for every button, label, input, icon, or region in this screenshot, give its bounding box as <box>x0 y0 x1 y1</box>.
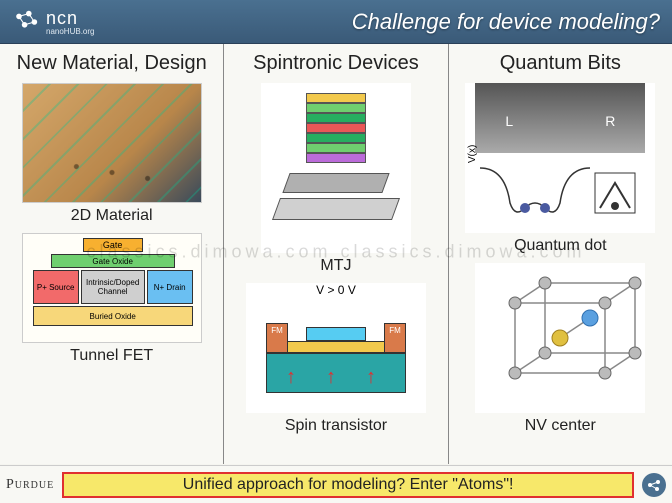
purdue-logo: Purdue <box>6 477 54 493</box>
mtj-layer <box>306 153 366 163</box>
image-tunnel-fet: Gate Gate Oxide P+ Source Intrinsic/Dope… <box>22 233 202 343</box>
slide-header: ncn nanoHUB.org Challenge for device mod… <box>0 0 672 44</box>
mtj-layer <box>306 103 366 113</box>
mtj-substrate <box>272 198 400 220</box>
mtj-layer <box>306 113 366 123</box>
figure-nv-center: NV center <box>475 263 645 435</box>
tfet-source-label: P+ Source <box>33 270 79 304</box>
figure-2d-material: 2D Material <box>22 83 202 225</box>
caption-2d-material: 2D Material <box>71 207 153 225</box>
tfet-drain-label: N+ Drain <box>147 270 193 304</box>
mtj-layer <box>306 123 366 133</box>
footer-banner: Unified approach for modeling? Enter "At… <box>62 472 634 498</box>
image-spin-transistor: V > 0 V FM FM ↑ ↑ ↑ <box>246 283 426 413</box>
column-header: Spintronic Devices <box>253 52 419 75</box>
caption-spin-transistor: Spin transistor <box>285 417 387 435</box>
ncn-logo-icon <box>12 8 40 36</box>
tfet-box-label: Buried Oxide <box>33 306 193 326</box>
column-header: New Material, Design <box>17 52 207 75</box>
spin-gate <box>306 327 366 341</box>
slide-footer: Purdue Unified approach for modeling? En… <box>0 465 672 503</box>
caption-nv-center: NV center <box>525 417 596 435</box>
mtj-layer <box>306 143 366 153</box>
ncn-logo: ncn nanoHUB.org <box>12 8 94 36</box>
column-spintronic: Spintronic Devices MTJ V > 0 V <box>224 44 448 464</box>
logo-text: ncn <box>46 8 94 29</box>
tfet-gate-label: Gate <box>83 238 143 252</box>
image-mtj <box>261 83 411 253</box>
nanohub-icon <box>642 473 666 497</box>
tfet-oxide-label: Gate Oxide <box>51 254 175 268</box>
qdot-y-axis-label: V(x) <box>467 145 478 163</box>
spin-voltage-label: V > 0 V <box>246 283 426 297</box>
image-2d-material <box>22 83 202 203</box>
spin-fm-right: FM <box>384 323 406 353</box>
spin-arrow-icon: ↑ <box>366 366 376 389</box>
spin-channel <box>286 341 386 353</box>
caption-quantum-dot: Quantum dot <box>514 237 607 255</box>
image-quantum-dot: L R V(x) <box>465 83 655 233</box>
image-nv-center <box>475 263 645 413</box>
spin-arrow-icon: ↑ <box>326 366 336 389</box>
mtj-layer <box>306 93 366 103</box>
qdot-sem-image <box>475 83 645 153</box>
column-quantum-bits: Quantum Bits L R V(x) Quantum dot <box>449 44 672 464</box>
mtj-layer-stack <box>306 93 366 163</box>
figure-spin-transistor: V > 0 V FM FM ↑ ↑ ↑ Spin transistor <box>246 283 426 435</box>
content-columns: New Material, Design 2D Material Gate Ga… <box>0 44 672 464</box>
mtj-base <box>282 173 389 193</box>
spin-fm-left: FM <box>266 323 288 353</box>
qdot-label-left: L <box>505 113 513 129</box>
figure-tunnel-fet: Gate Gate Oxide P+ Source Intrinsic/Dope… <box>22 233 202 365</box>
tfet-channel-label: Intrinsic/Doped Channel <box>81 270 145 304</box>
logo-subtext: nanoHUB.org <box>46 27 94 36</box>
slide-title: Challenge for device modeling? <box>352 9 660 35</box>
figure-quantum-dot: L R V(x) Quantum dot <box>465 83 655 255</box>
caption-tunnel-fet: Tunnel FET <box>70 347 153 365</box>
qdot-label-right: R <box>605 113 615 129</box>
mtj-layer <box>306 133 366 143</box>
figure-mtj: MTJ <box>261 83 411 275</box>
column-header: Quantum Bits <box>500 52 621 75</box>
qdot-potential-plot <box>475 158 645 228</box>
column-new-material: New Material, Design 2D Material Gate Ga… <box>0 44 224 464</box>
spin-arrow-icon: ↑ <box>286 366 296 389</box>
caption-mtj: MTJ <box>320 257 351 275</box>
